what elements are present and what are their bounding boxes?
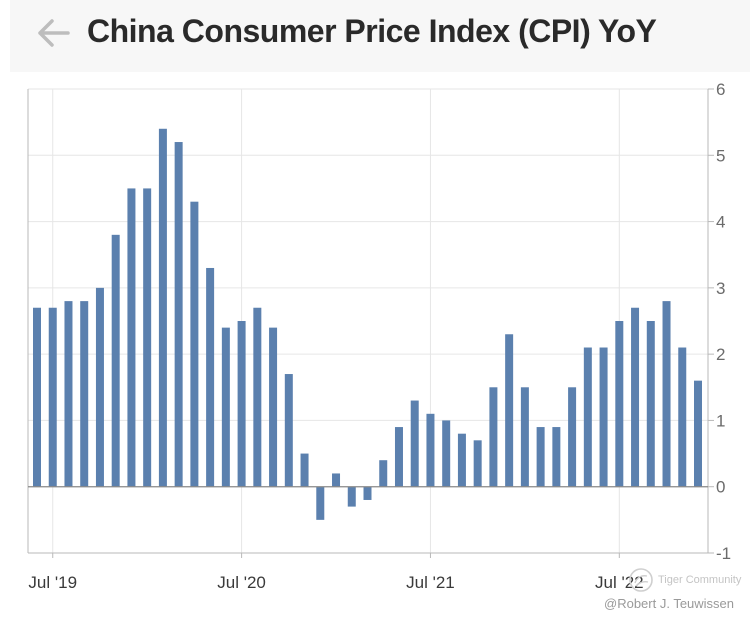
y-tick-label: 3 bbox=[716, 279, 725, 298]
y-tick-label: 6 bbox=[716, 80, 725, 99]
bar bbox=[316, 486, 325, 520]
back-arrow-icon[interactable] bbox=[36, 18, 70, 48]
bar bbox=[48, 307, 57, 487]
y-tick-label: 1 bbox=[716, 411, 725, 430]
bar bbox=[694, 380, 702, 487]
bar bbox=[426, 413, 435, 487]
bar bbox=[394, 427, 403, 487]
bar bbox=[253, 307, 262, 487]
x-tick-label: Jul '19 bbox=[28, 573, 77, 592]
bar bbox=[206, 267, 215, 487]
bar bbox=[95, 287, 104, 487]
bar bbox=[143, 188, 152, 487]
bar bbox=[520, 387, 529, 487]
y-tick-label: 5 bbox=[716, 146, 725, 165]
bar bbox=[190, 201, 199, 487]
bar bbox=[237, 321, 246, 487]
bar bbox=[457, 433, 466, 487]
bar bbox=[332, 473, 341, 487]
bar bbox=[269, 327, 278, 487]
bar bbox=[64, 301, 73, 487]
x-tick-label: Jul '22 bbox=[595, 573, 644, 592]
bar bbox=[127, 188, 136, 487]
x-tick-label: Jul '20 bbox=[217, 573, 266, 592]
y-tick-label: -1 bbox=[716, 544, 731, 563]
y-tick-label: 0 bbox=[716, 478, 725, 497]
bar bbox=[174, 142, 183, 487]
bar bbox=[363, 486, 372, 500]
bar bbox=[347, 486, 356, 507]
bar bbox=[631, 307, 640, 487]
bar bbox=[583, 347, 592, 487]
bar bbox=[80, 301, 89, 487]
bar bbox=[646, 321, 655, 487]
bar bbox=[536, 427, 545, 487]
bar bbox=[158, 128, 167, 487]
tiger-logo-icon bbox=[629, 568, 653, 592]
bar bbox=[678, 347, 687, 487]
bar bbox=[599, 347, 608, 487]
watermark: Tiger Community bbox=[628, 566, 741, 594]
bar bbox=[505, 334, 514, 487]
cpi-bar-chart: -1 0 1 2 3 4 5 6 Jul '19 Jul '20 Jul '21 Jul '22 bbox=[27, 80, 731, 592]
bar bbox=[615, 321, 624, 487]
watermark-text: Tiger Community bbox=[658, 574, 742, 586]
bar bbox=[552, 427, 561, 487]
header-bar: China Consumer Price Index (CPI) YoY bbox=[10, 0, 750, 72]
bar bbox=[410, 400, 419, 487]
bar bbox=[662, 301, 671, 487]
bar bbox=[33, 307, 41, 487]
author-credit: @Robert J. Teuwissen bbox=[604, 596, 735, 611]
bar bbox=[284, 374, 293, 487]
bar bbox=[568, 387, 577, 487]
bar bbox=[489, 387, 498, 487]
y-tick-label: 2 bbox=[716, 345, 725, 364]
bar bbox=[221, 327, 230, 487]
bar bbox=[300, 453, 309, 487]
x-tick-label: Jul '21 bbox=[406, 573, 455, 592]
y-tick-label: 4 bbox=[716, 213, 725, 232]
bar bbox=[442, 420, 451, 487]
bar bbox=[473, 440, 482, 487]
bar bbox=[111, 234, 120, 487]
chart-area: -1 0 1 2 3 4 5 6 Jul '19 Jul '20 Jul '21 Jul '22 bbox=[0, 72, 754, 622]
page-title: China Consumer Price Index (CPI) YoY bbox=[87, 13, 657, 49]
bar bbox=[379, 460, 388, 487]
